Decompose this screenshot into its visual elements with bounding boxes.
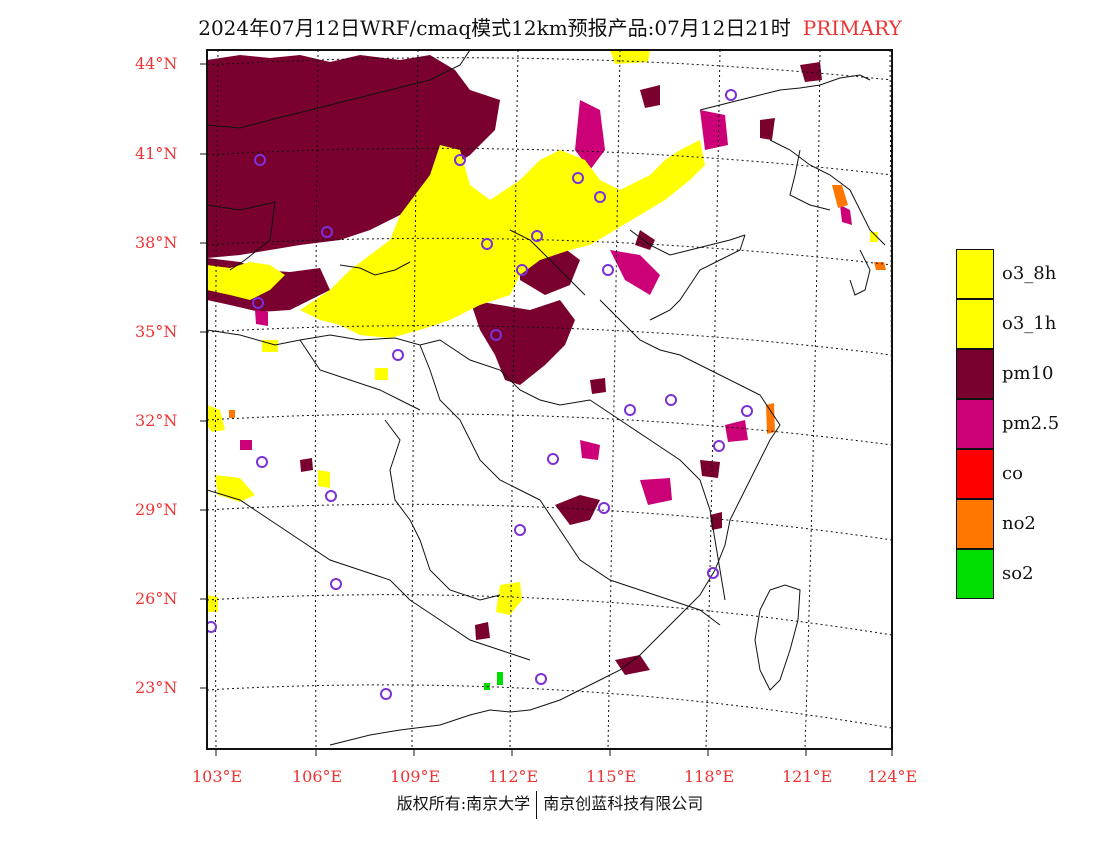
legend-item-co: co	[956, 449, 1096, 499]
legend-item-pm10: pm10	[956, 349, 1096, 399]
lat-label-29: 29°N	[135, 500, 178, 519]
lon-label-121: 121°E	[782, 767, 833, 786]
legend-label-co: co	[1002, 463, 1023, 484]
legend-swatch-o3-1h	[956, 299, 994, 349]
lon-label-103: 103°E	[192, 767, 243, 786]
legend-swatch-pm10	[956, 349, 994, 399]
legend-item-o3-8h: o3_8h	[956, 249, 1096, 299]
pm25-regions	[240, 100, 852, 505]
so2-regions	[484, 672, 503, 690]
lat-label-41: 41°N	[135, 144, 178, 163]
lat-label-38: 38°N	[135, 233, 178, 252]
lon-label-106: 106°E	[292, 767, 343, 786]
lon-label-124: 124°E	[867, 767, 918, 786]
legend-item-no2: no2	[956, 499, 1096, 549]
no2-regions	[229, 185, 886, 434]
legend-item-o3-1h: o3_1h	[956, 299, 1096, 349]
lon-label-115: 115°E	[586, 767, 637, 786]
legend-label-so2: so2	[1002, 563, 1034, 584]
legend-swatch-pm25	[956, 399, 994, 449]
copyright-separator	[536, 790, 538, 819]
pollutant-legend: o3_8h o3_1h pm10 pm2.5 co no2 so2	[956, 249, 1096, 599]
lat-label-44: 44°N	[135, 54, 178, 73]
map-title-subtitle: PRIMARY	[802, 16, 902, 40]
copyright-left: 版权所有:南京大学	[396, 794, 531, 813]
lon-label-118: 118°E	[684, 767, 735, 786]
pm10-regions	[207, 55, 822, 675]
map-frame	[206, 49, 893, 750]
legend-swatch-so2	[956, 549, 994, 599]
map-title-main: 2024年07月12日WRF/cmaq模式12km预报产品:07月12日21时	[198, 16, 791, 40]
lat-label-23: 23°N	[135, 678, 178, 697]
boundary-lines	[207, 50, 886, 746]
legend-label-pm10: pm10	[1002, 363, 1054, 384]
axis-ticks	[200, 63, 893, 756]
legend-label-pm25: pm2.5	[1002, 413, 1060, 434]
station-markers	[207, 89, 753, 700]
lat-label-26: 26°N	[135, 589, 178, 608]
legend-label-o3-8h: o3_8h	[1002, 263, 1057, 284]
copyright-footer: 版权所有:南京大学 南京创蓝科技有限公司	[0, 790, 1100, 819]
lon-label-112: 112°E	[488, 767, 539, 786]
lat-label-35: 35°N	[135, 322, 178, 341]
copyright-right: 南京创蓝科技有限公司	[543, 794, 704, 813]
legend-swatch-no2	[956, 499, 994, 549]
legend-swatch-co	[956, 449, 994, 499]
legend-item-so2: so2	[956, 549, 1096, 599]
map-title: 2024年07月12日WRF/cmaq模式12km预报产品:07月12日21时 P…	[0, 12, 1100, 41]
legend-item-pm25: pm2.5	[956, 399, 1096, 449]
lat-label-32: 32°N	[135, 411, 178, 430]
legend-swatch-o3-8h	[956, 249, 994, 299]
legend-label-o3-1h: o3_1h	[1002, 313, 1057, 334]
legend-label-no2: no2	[1002, 513, 1036, 534]
lon-label-109: 109°E	[390, 767, 441, 786]
